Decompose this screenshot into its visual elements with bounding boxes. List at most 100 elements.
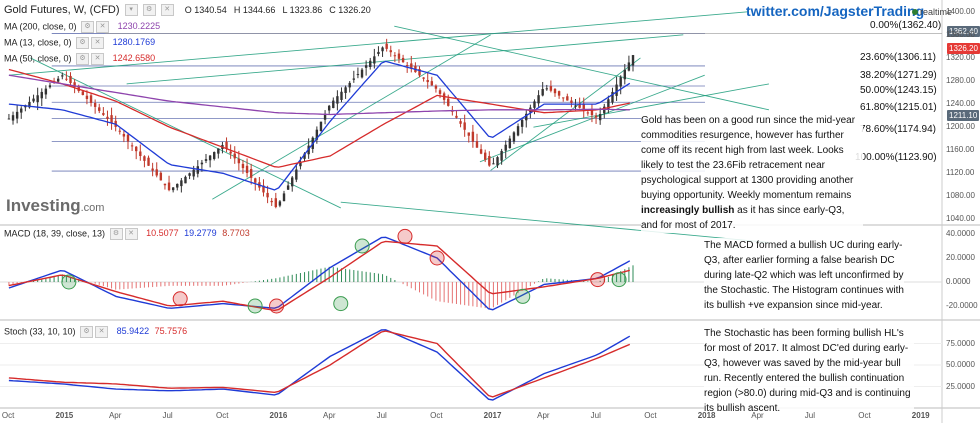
price-candle xyxy=(525,109,528,128)
price-candle xyxy=(377,46,380,57)
candle-body xyxy=(364,65,368,68)
price-candle xyxy=(36,87,39,111)
candle-body xyxy=(336,96,339,104)
crossover-marker xyxy=(515,288,531,304)
price-candle xyxy=(85,90,89,105)
price-candle xyxy=(578,97,581,109)
ohlc-low: L 1323.86 xyxy=(282,5,323,15)
candle-body xyxy=(180,180,183,187)
ma50-legend[interactable]: MA (50, close, 0) ⚙ ✕ 1242.6580 xyxy=(4,53,155,65)
price-candle xyxy=(208,154,212,168)
price-candle xyxy=(93,99,97,114)
close-icon[interactable]: ✕ xyxy=(91,53,105,65)
price-candle xyxy=(48,83,52,89)
x-axis-tick: Oct xyxy=(644,411,657,420)
candle-body xyxy=(344,87,347,93)
close-icon[interactable]: ✕ xyxy=(124,228,138,240)
candle-body xyxy=(28,101,31,108)
price-candle xyxy=(520,117,524,134)
stoch-legend[interactable]: Stoch (33, 10, 10) ⚙ ✕ 85.9422 75.7576 xyxy=(4,326,187,338)
price-candle xyxy=(270,197,273,206)
ohlc-open: O 1340.54 xyxy=(184,5,227,15)
close-icon[interactable]: ✕ xyxy=(96,21,110,33)
candle-body xyxy=(217,148,220,154)
candle-body xyxy=(213,152,216,159)
price-candle xyxy=(262,179,265,197)
price-candle xyxy=(65,71,68,81)
ma200-legend[interactable]: MA (200, close, 0) ⚙ ✕ 1230.2225 xyxy=(4,21,160,33)
x-axis-tick: Oct xyxy=(858,411,871,420)
price-candle xyxy=(61,72,64,80)
ma13-legend[interactable]: MA (13, close, 0) ⚙ ✕ 1280.1769 xyxy=(4,37,155,49)
ohlc-close: C 1326.20 xyxy=(329,5,371,15)
settings-icon[interactable]: ⚙ xyxy=(109,228,123,240)
fib-label: 50.00%(1243.15) xyxy=(860,85,937,96)
fib-label: 38.20%(1271.29) xyxy=(860,70,937,81)
candle-body xyxy=(582,104,585,111)
candle-body xyxy=(410,63,413,69)
twitter-handle[interactable]: twitter.com/JagsterTrading xyxy=(746,3,925,19)
macd-commentary: The MACD formed a bullish UC during earl… xyxy=(704,238,904,313)
price-candle xyxy=(7,113,11,120)
settings-icon[interactable]: ⚙ xyxy=(142,4,156,17)
candle-body xyxy=(48,85,52,88)
candle-body xyxy=(7,118,11,120)
stoch-d-line xyxy=(8,330,631,398)
candle-body xyxy=(295,169,298,180)
settings-icon[interactable]: ⚙ xyxy=(81,21,95,33)
settings-icon[interactable]: ⚙ xyxy=(76,53,90,65)
price-candle xyxy=(356,67,360,79)
candle-body xyxy=(237,158,241,164)
price-candle xyxy=(286,181,290,190)
candle-body xyxy=(553,88,557,94)
price-candle xyxy=(619,75,622,95)
candle-body xyxy=(405,65,409,67)
price-commentary-emphasis: increasingly bullish xyxy=(641,205,735,216)
settings-icon[interactable]: ⚙ xyxy=(80,326,94,338)
price-axis-tick: 1120.00 xyxy=(946,168,975,178)
crossover-marker xyxy=(397,228,413,244)
chevron-down-icon[interactable]: ▾ xyxy=(124,4,138,17)
candle-body xyxy=(93,103,97,107)
price-candle xyxy=(492,157,495,165)
candle-body xyxy=(508,138,512,149)
price-candle xyxy=(508,135,512,149)
close-icon[interactable]: ✕ xyxy=(95,326,109,338)
price-candle xyxy=(364,60,368,76)
price-candle xyxy=(590,103,594,123)
candle-body xyxy=(143,156,146,161)
macd-axis-tick: -20.0000 xyxy=(946,301,978,310)
crossover-marker xyxy=(61,274,77,290)
candle-body xyxy=(401,57,405,63)
settings-icon[interactable]: ⚙ xyxy=(76,37,90,49)
price-candle xyxy=(397,49,401,64)
macd-legend[interactable]: MACD (18, 39, close, 13) ⚙ ✕ 10.5077 19.2… xyxy=(4,228,250,240)
price-candle xyxy=(442,91,446,105)
candle-body xyxy=(434,85,438,89)
price-candle xyxy=(483,149,487,163)
price-candle xyxy=(582,97,585,118)
price-candle xyxy=(151,162,154,177)
price-candle xyxy=(344,85,347,99)
price-candle xyxy=(266,185,269,204)
price-candle xyxy=(323,110,327,125)
watermark-suffix: .com xyxy=(80,202,105,214)
x-axis-tick: Jul xyxy=(804,411,815,420)
candle-body xyxy=(106,116,109,119)
candle-body xyxy=(102,113,105,115)
price-candle xyxy=(130,142,134,152)
price-candle xyxy=(155,162,158,178)
x-axis-tick: Apr xyxy=(537,411,550,420)
candle-body xyxy=(352,78,356,80)
close-icon[interactable]: ✕ xyxy=(91,37,105,49)
close-icon[interactable]: ✕ xyxy=(160,4,174,17)
candle-body xyxy=(139,151,142,157)
crossover-marker xyxy=(333,296,349,312)
price-candle xyxy=(32,94,35,103)
candle-body xyxy=(492,163,495,165)
price-candle xyxy=(315,126,319,144)
price-candle xyxy=(471,124,475,148)
price-candle xyxy=(541,81,544,97)
candle-body xyxy=(615,84,618,96)
